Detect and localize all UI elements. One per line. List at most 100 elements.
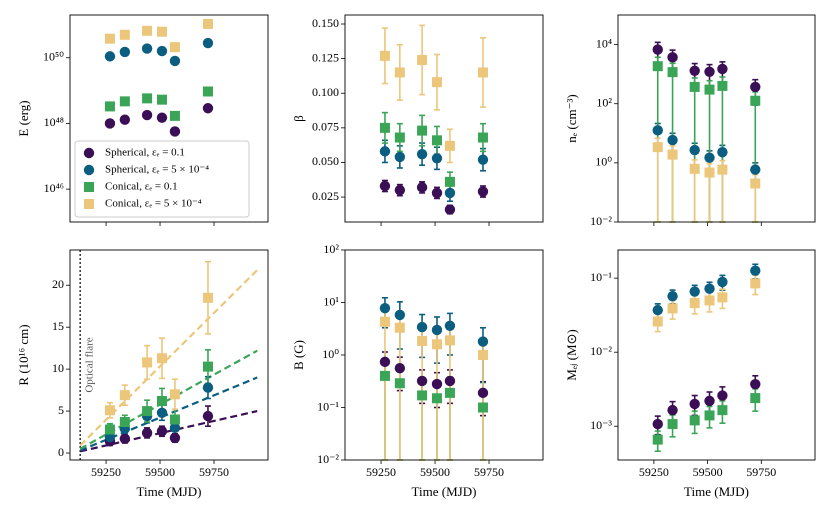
marker <box>379 370 390 381</box>
axes-frame <box>344 249 544 461</box>
marker <box>142 406 153 417</box>
marker <box>379 146 391 157</box>
marker <box>417 55 428 65</box>
marker <box>652 61 663 72</box>
marker <box>416 148 428 160</box>
y-tick-label: 10⁻² <box>317 452 339 466</box>
y-tick-label: 10 <box>52 361 64 375</box>
marker <box>104 118 116 129</box>
marker <box>169 55 181 67</box>
marker <box>431 77 442 88</box>
marker <box>477 387 489 399</box>
legend-marker <box>84 199 94 209</box>
legend-label: Conical, εₑ = 5 × 10⁻⁴ <box>105 198 202 210</box>
marker <box>202 103 214 114</box>
marker <box>704 395 715 407</box>
marker <box>119 96 130 107</box>
marker <box>119 114 131 125</box>
x-tick-label: 59250 <box>639 465 669 479</box>
marker <box>689 163 700 174</box>
marker <box>689 81 700 92</box>
marker <box>119 433 131 444</box>
marker <box>717 276 728 288</box>
marker <box>477 67 488 78</box>
marker <box>444 204 456 215</box>
y-axis-label: Mₑⱼ (M⊙) <box>564 329 579 381</box>
y-tick-label: 5 <box>58 403 64 417</box>
marker <box>477 132 488 143</box>
marker <box>202 410 214 422</box>
marker <box>394 378 405 389</box>
marker <box>169 126 181 137</box>
marker <box>394 151 406 163</box>
marker <box>717 292 728 303</box>
fit-line <box>79 269 258 447</box>
marker <box>444 320 456 331</box>
marker <box>750 278 761 289</box>
marker <box>652 304 663 316</box>
marker <box>717 80 728 91</box>
legend-marker <box>83 147 95 159</box>
marker <box>431 153 443 164</box>
x-tick-label: 59750 <box>746 465 776 479</box>
y-axis-label: β <box>291 115 306 122</box>
marker <box>156 426 168 437</box>
marker <box>444 387 455 398</box>
marker <box>717 164 728 175</box>
marker <box>416 375 428 387</box>
marker <box>202 382 214 393</box>
marker <box>750 95 761 106</box>
marker <box>169 422 181 434</box>
legend-label: Conical, εₑ = 0.1 <box>105 181 178 193</box>
y-axis-label: B (G) <box>291 340 306 370</box>
marker <box>119 390 130 401</box>
marker <box>717 390 728 401</box>
axes-frame <box>617 14 816 223</box>
marker <box>667 149 678 160</box>
marker <box>156 94 167 105</box>
marker <box>394 363 406 374</box>
marker <box>394 132 405 143</box>
y-tick-label: 20 <box>52 277 64 291</box>
legend-box <box>74 140 250 218</box>
y-tick-label: 10⁴⁶ <box>44 181 64 195</box>
y-tick-label: 10⁻² <box>590 214 612 228</box>
marker <box>750 393 761 404</box>
y-tick-label: 0.100 <box>312 85 339 99</box>
y-tick-label: 10⁻³ <box>590 418 612 432</box>
marker <box>750 81 761 93</box>
marker <box>417 390 428 401</box>
y-tick-label: 10⁴ <box>596 36 612 50</box>
marker <box>104 101 115 112</box>
marker <box>156 396 167 407</box>
marker <box>667 303 678 314</box>
marker <box>750 265 761 276</box>
marker <box>417 125 428 136</box>
y-tick-label: 0.075 <box>312 120 339 134</box>
marker <box>667 419 678 430</box>
marker <box>431 135 442 146</box>
marker <box>156 407 168 418</box>
marker <box>394 309 406 321</box>
marker <box>379 180 391 192</box>
marker <box>652 316 663 327</box>
marker <box>379 356 391 368</box>
y-tick-label: 10² <box>323 242 339 256</box>
y-tick-label: 10⁻² <box>590 344 612 358</box>
marker <box>142 357 153 368</box>
x-tick-label: 59500 <box>693 465 723 479</box>
marker <box>169 110 180 121</box>
marker <box>717 146 728 158</box>
marker <box>667 404 678 416</box>
legend-marker <box>84 182 94 192</box>
marker <box>379 302 391 314</box>
x-axis-label: Time (MJD) <box>412 484 477 499</box>
marker <box>477 186 489 197</box>
marker <box>119 46 131 58</box>
marker <box>431 393 442 404</box>
marker <box>141 109 153 121</box>
y-tick-label: 0.150 <box>312 16 339 30</box>
